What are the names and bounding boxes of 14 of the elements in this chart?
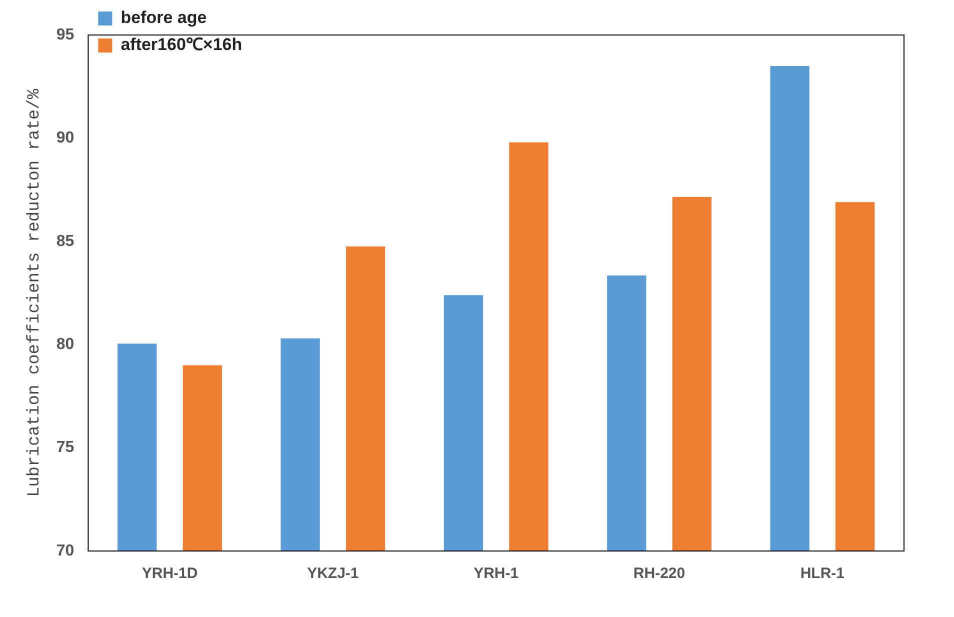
y-tick-label: 80 <box>56 336 74 354</box>
x-tick-label: YRH-1D <box>142 565 198 582</box>
y-tick-label: 95 <box>56 26 74 44</box>
x-tick-label: YRH-1 <box>474 565 519 582</box>
x-tick-label: YKZJ-1 <box>307 565 359 582</box>
y-tick-label: 70 <box>56 542 74 560</box>
y-tick-label: 75 <box>56 439 74 456</box>
y-axis-title: Lubrication coefficients reducton rate/% <box>26 88 45 498</box>
x-tick-label: RH-220 <box>633 565 686 582</box>
y-tick-label: 90 <box>56 130 74 147</box>
x-tick-label: HLR-1 <box>800 565 845 582</box>
y-tick-label: 85 <box>56 232 74 250</box>
legend-label: before age <box>120 8 207 28</box>
legend-label: after160℃×16h <box>120 35 242 54</box>
